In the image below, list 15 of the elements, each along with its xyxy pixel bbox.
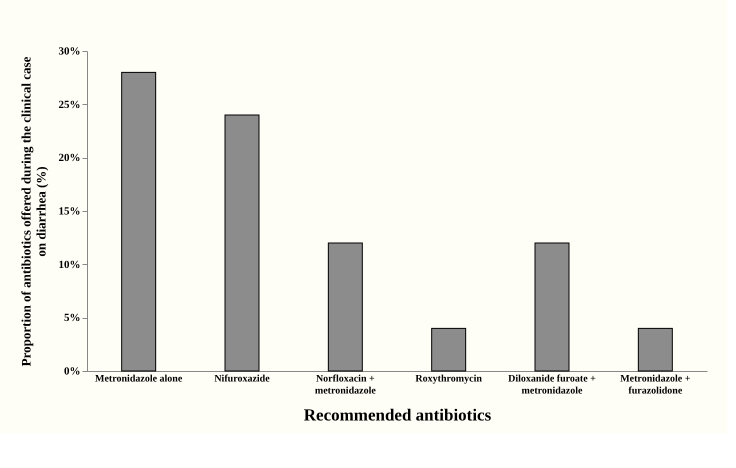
x-tick-label: Diloxanide furoate + metronidazole bbox=[508, 374, 596, 396]
x-tick-label: Nifuroxazide bbox=[214, 374, 270, 384]
y-tick-label: 10% bbox=[58, 258, 80, 271]
x-tick-label: Norfloxacin + metronidazole bbox=[314, 374, 376, 396]
y-tick-label: 25% bbox=[58, 98, 80, 111]
y-tick-label: 20% bbox=[58, 152, 80, 164]
y-tick-label: 0% bbox=[64, 366, 80, 378]
x-tick-label: Metronidazole alone bbox=[95, 374, 183, 384]
y-tick-label: 30% bbox=[58, 46, 80, 58]
y-axis-title: Proportion of antibiotics offered during the clinical case on diarrhea (%) bbox=[18, 56, 48, 366]
x-axis-title: Recommended antibiotics bbox=[304, 406, 492, 424]
x-tick-label: Roxythromycin bbox=[415, 374, 482, 384]
y-tick-label: 15% bbox=[58, 206, 80, 218]
x-tick-label: Metronidazole + furazolidone bbox=[620, 374, 691, 396]
y-tick-label: 5% bbox=[64, 312, 80, 324]
